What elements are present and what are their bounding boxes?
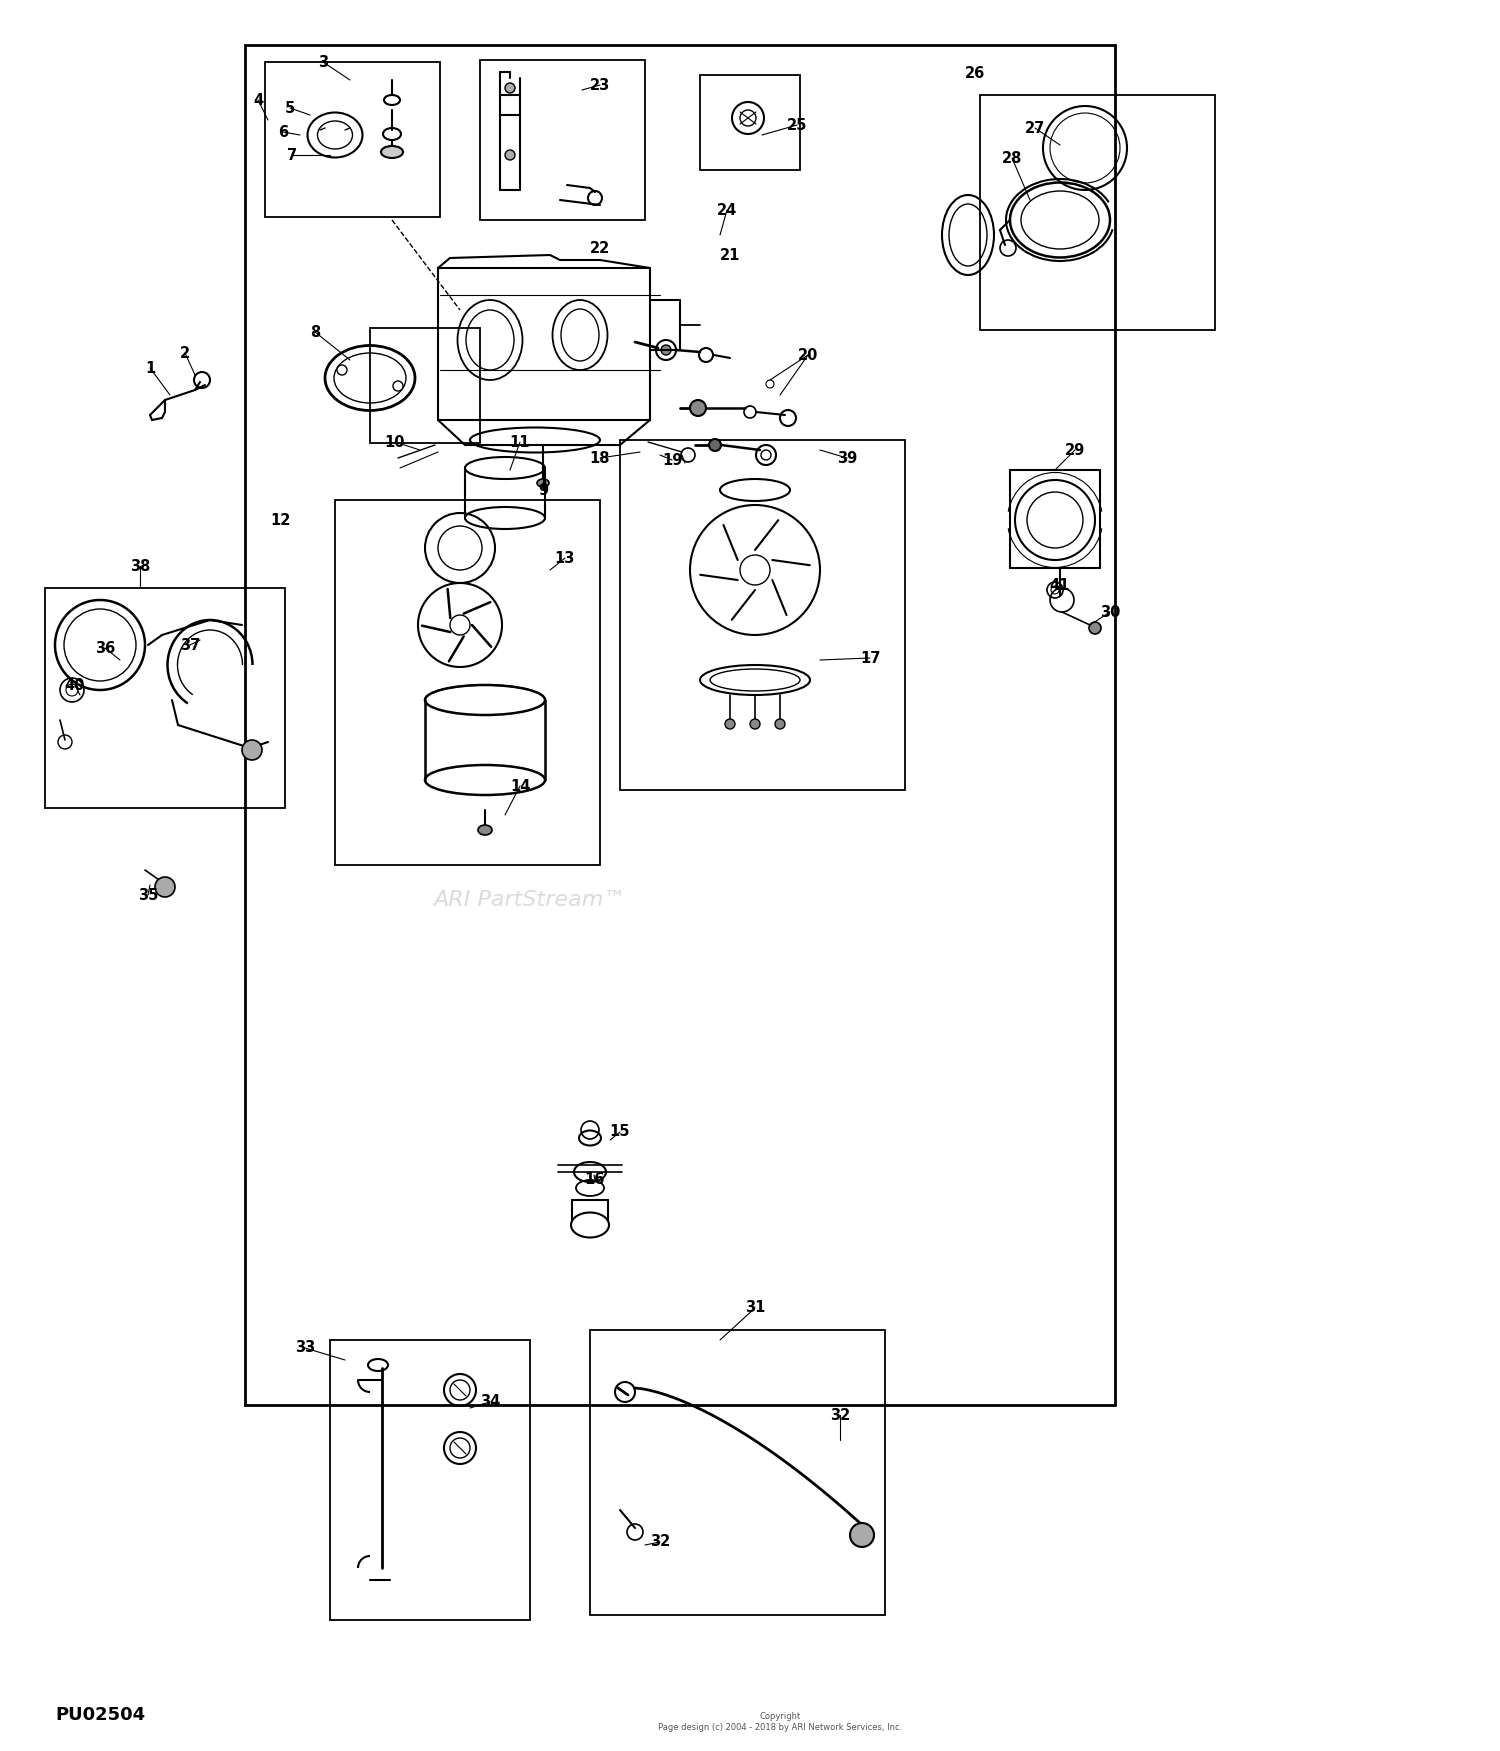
Text: 27: 27: [1024, 121, 1045, 135]
Text: 17: 17: [859, 651, 880, 665]
Text: 7: 7: [286, 147, 297, 163]
Bar: [330, 1340, 530, 1620]
Bar: [334, 501, 600, 865]
Text: 5: 5: [285, 100, 296, 116]
Text: 14: 14: [510, 779, 530, 793]
Circle shape: [690, 399, 706, 417]
Text: ARI PartStream™: ARI PartStream™: [433, 890, 627, 911]
Text: 31: 31: [746, 1301, 765, 1315]
Bar: [266, 61, 440, 217]
Text: 20: 20: [798, 347, 818, 362]
Text: 13: 13: [555, 550, 574, 566]
Text: 34: 34: [480, 1394, 500, 1410]
Bar: [590, 1331, 885, 1614]
Text: 35: 35: [138, 888, 158, 902]
Bar: [480, 60, 645, 221]
Text: 38: 38: [130, 559, 150, 574]
Text: 30: 30: [1100, 604, 1120, 620]
Text: 41: 41: [1050, 578, 1070, 592]
Bar: [244, 46, 1114, 1404]
Ellipse shape: [537, 480, 549, 487]
Text: 32: 32: [830, 1408, 850, 1422]
Text: 16: 16: [585, 1173, 604, 1187]
Text: 40: 40: [64, 678, 86, 692]
Circle shape: [776, 720, 784, 728]
Text: 23: 23: [590, 77, 610, 93]
Text: 11: 11: [510, 434, 531, 450]
Text: 8: 8: [310, 324, 320, 340]
Circle shape: [242, 741, 262, 760]
Text: 24: 24: [717, 203, 736, 217]
Text: 18: 18: [590, 450, 610, 466]
Text: 37: 37: [180, 637, 200, 653]
Circle shape: [1089, 622, 1101, 634]
Circle shape: [662, 345, 670, 355]
Text: 3: 3: [318, 54, 328, 70]
Text: 25: 25: [788, 117, 807, 133]
Text: 36: 36: [94, 641, 116, 655]
Text: 32: 32: [650, 1534, 670, 1550]
Text: 4: 4: [254, 93, 262, 107]
Circle shape: [724, 720, 735, 728]
Text: Copyright
Page design (c) 2004 - 2018 by ARI Network Services, Inc.: Copyright Page design (c) 2004 - 2018 by…: [658, 1712, 902, 1732]
Text: 6: 6: [278, 124, 288, 140]
Text: 39: 39: [837, 450, 856, 466]
Ellipse shape: [381, 145, 404, 158]
Text: 26: 26: [964, 65, 986, 81]
Text: 29: 29: [1065, 443, 1084, 457]
Ellipse shape: [478, 825, 492, 835]
Circle shape: [850, 1523, 874, 1546]
Bar: [980, 95, 1215, 329]
Text: 28: 28: [1002, 151, 1022, 166]
Circle shape: [506, 151, 515, 159]
Circle shape: [506, 82, 515, 93]
Text: 1: 1: [146, 361, 154, 375]
Text: 22: 22: [590, 240, 610, 256]
Text: 19: 19: [662, 452, 682, 468]
Text: 12: 12: [270, 513, 290, 527]
Text: 15: 15: [609, 1124, 630, 1140]
Circle shape: [450, 615, 470, 636]
Circle shape: [710, 440, 722, 452]
Bar: [45, 588, 285, 807]
Bar: [620, 440, 904, 790]
Text: 2: 2: [180, 345, 190, 361]
Text: 10: 10: [384, 434, 405, 450]
Text: 33: 33: [296, 1341, 315, 1355]
Bar: [700, 75, 800, 170]
Text: 21: 21: [720, 247, 740, 263]
Text: PU02504: PU02504: [56, 1705, 146, 1725]
Circle shape: [750, 720, 760, 728]
Circle shape: [740, 555, 770, 585]
Bar: [370, 327, 480, 443]
Text: 9: 9: [538, 483, 548, 497]
Circle shape: [154, 877, 176, 897]
